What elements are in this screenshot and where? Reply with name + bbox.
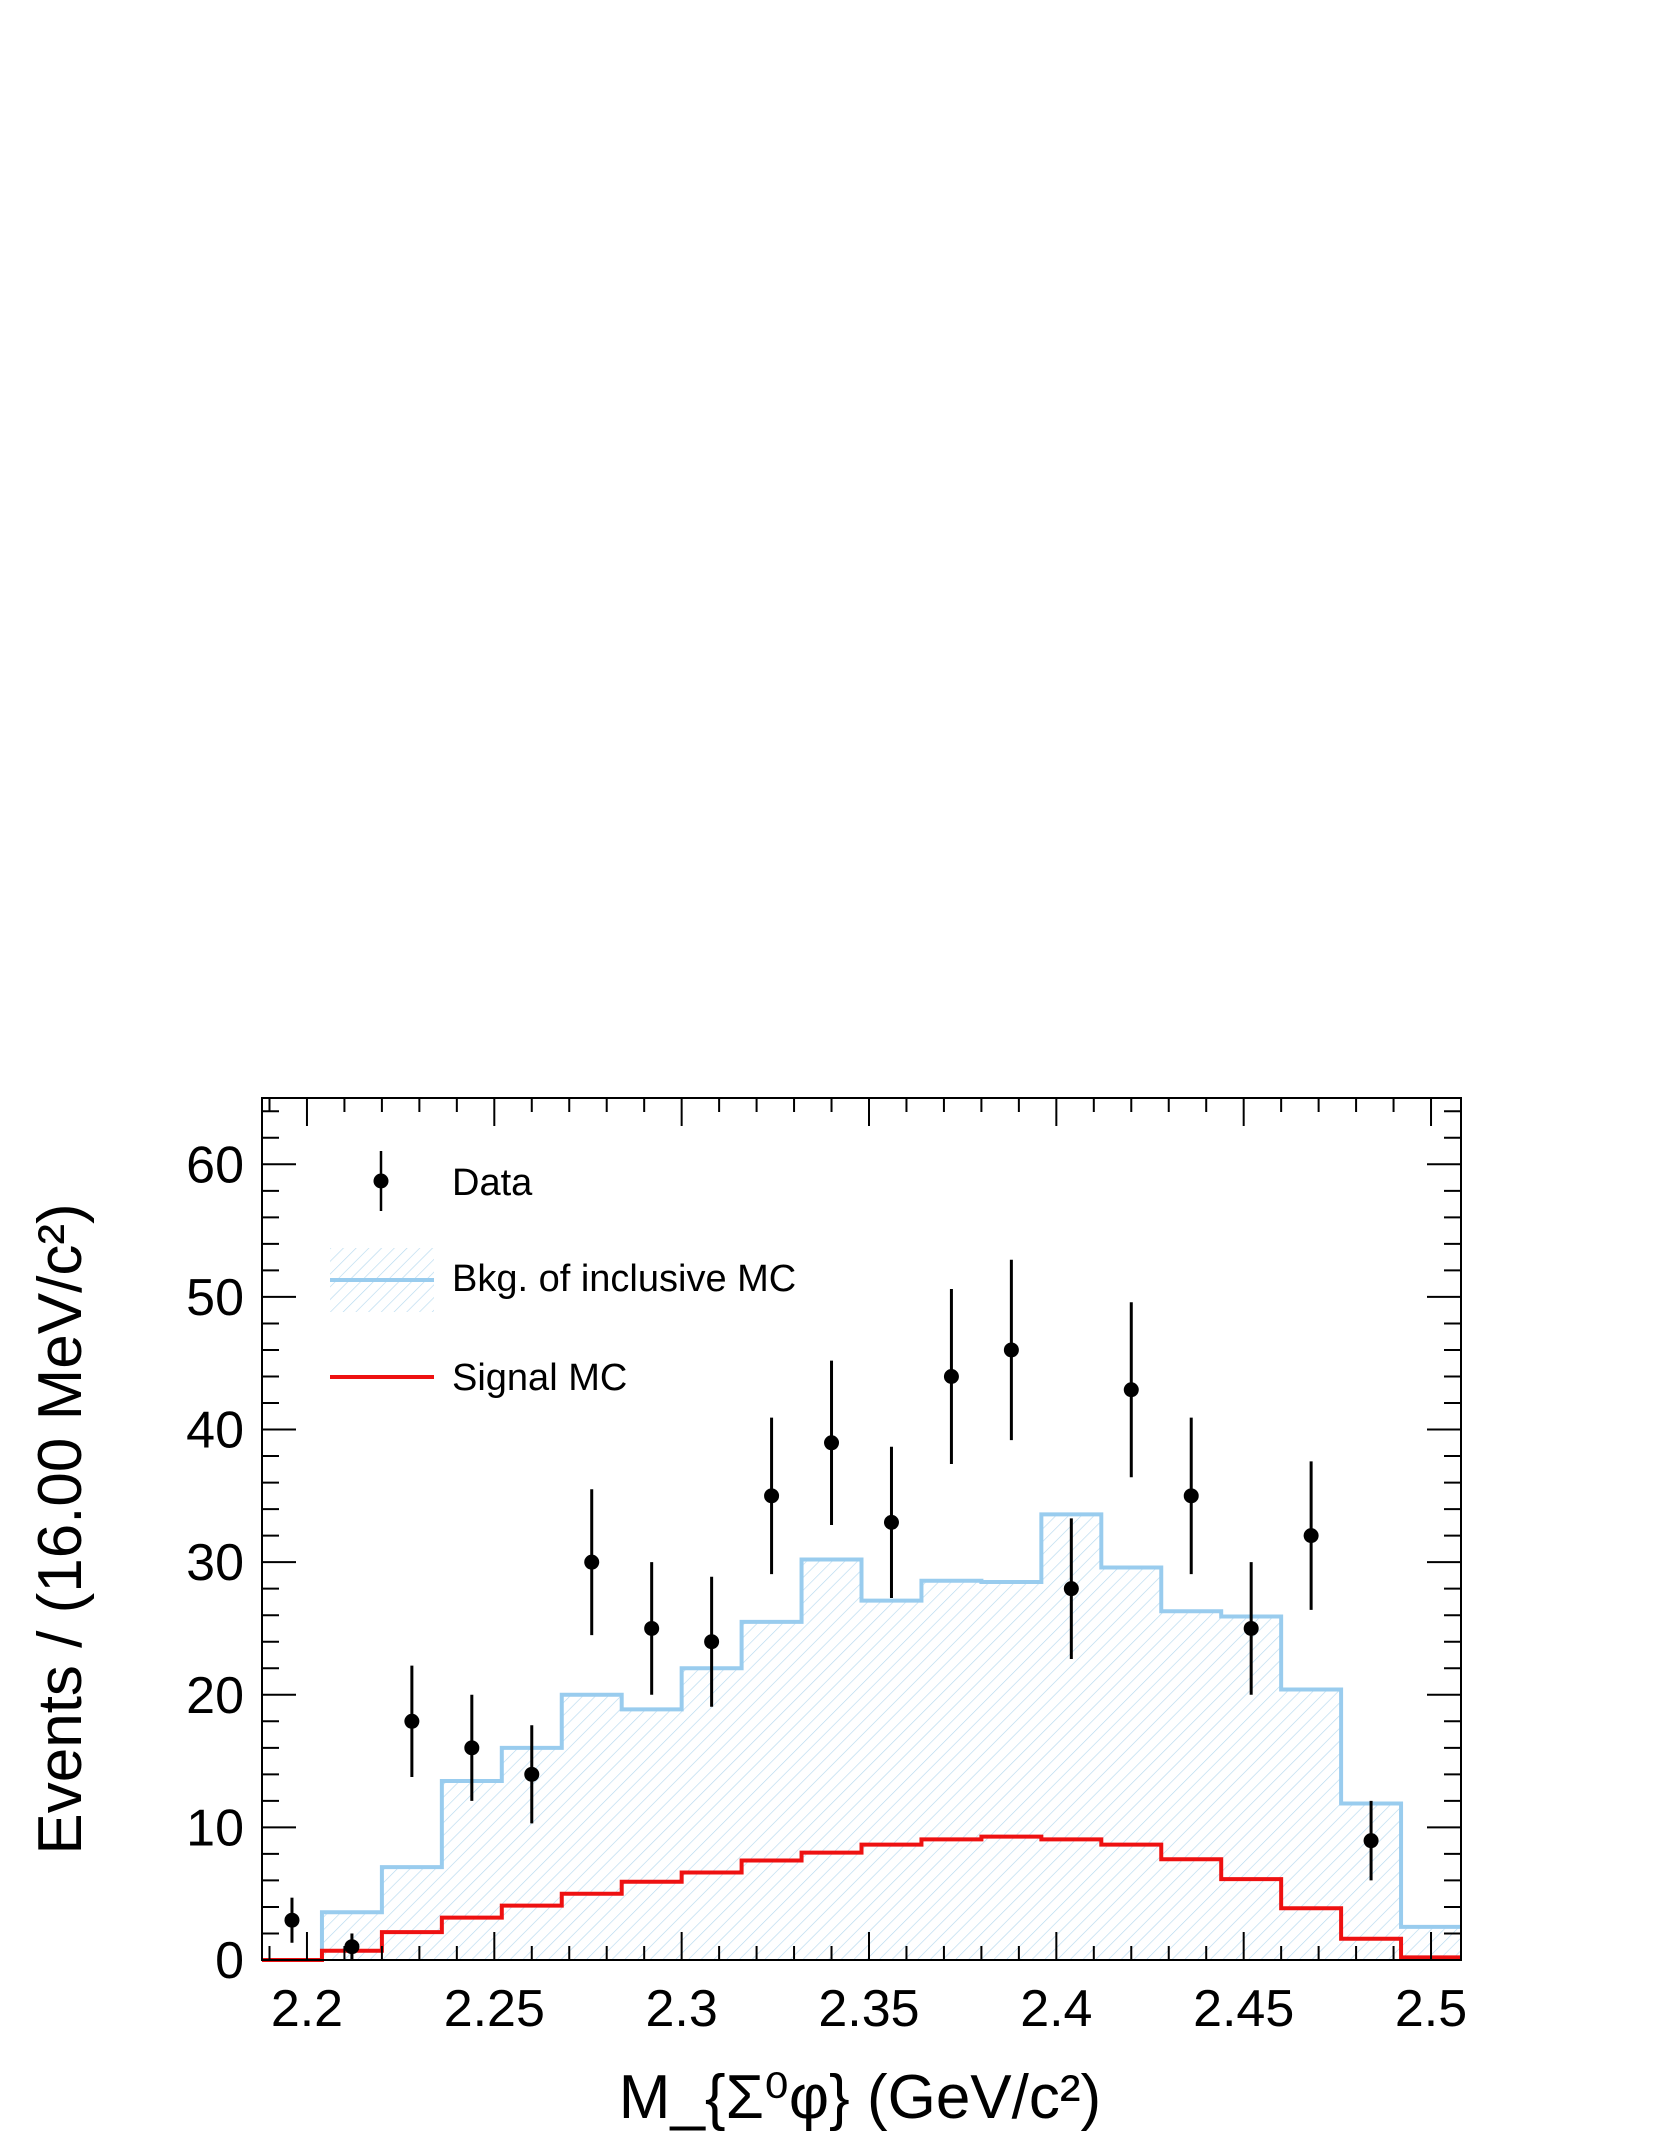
data-marker bbox=[1003, 1342, 1019, 1358]
x-axis-title: M_{Σ⁰φ} (GeV/c²) bbox=[619, 2063, 1101, 2132]
y-axis-title: Events / (16.00 MeV/c²) bbox=[26, 1203, 95, 1854]
data-point bbox=[1183, 1417, 1199, 1575]
data-marker bbox=[584, 1554, 600, 1570]
data-point bbox=[1123, 1302, 1139, 1478]
plot-area bbox=[262, 1259, 1461, 1962]
data-marker bbox=[1363, 1833, 1379, 1849]
data-point bbox=[1243, 1562, 1259, 1695]
legend-entry-bkg: Bkg. of inclusive MC bbox=[330, 1248, 796, 1312]
data-point bbox=[824, 1360, 840, 1526]
y-tick-label: 50 bbox=[186, 1269, 244, 1327]
legend-label-bkg: Bkg. of inclusive MC bbox=[452, 1258, 796, 1300]
axis-tick-labels: 2.2 2.25 2.3 2.35 2.4 2.45 2.5 0 10 20 30 40 50 60 bbox=[186, 1136, 1467, 2038]
data-point bbox=[644, 1562, 660, 1695]
x-tick-label: 2.45 bbox=[1193, 1980, 1294, 2038]
data-point bbox=[1363, 1800, 1379, 1881]
x-tick-label: 2.25 bbox=[444, 1980, 545, 2038]
data-marker bbox=[1123, 1382, 1139, 1398]
data-point bbox=[943, 1288, 959, 1465]
data-point bbox=[1063, 1518, 1079, 1659]
x-tick-label: 2.5 bbox=[1395, 1980, 1467, 2038]
axis-ticks bbox=[262, 1098, 1461, 1961]
y-tick-label: 10 bbox=[186, 1799, 244, 1857]
y-tick-label: 20 bbox=[186, 1667, 244, 1725]
data-marker bbox=[764, 1488, 780, 1504]
data-marker bbox=[464, 1740, 480, 1756]
data-marker bbox=[1243, 1620, 1259, 1636]
data-marker bbox=[704, 1634, 720, 1650]
plot-frame bbox=[261, 1097, 1462, 1961]
data-point bbox=[704, 1576, 720, 1707]
data-point bbox=[344, 1933, 360, 1960]
legend-label-signal: Signal MC bbox=[452, 1357, 627, 1399]
data-marker bbox=[943, 1368, 959, 1384]
data-marker bbox=[824, 1435, 840, 1451]
legend-entry-signal: Signal MC bbox=[330, 1357, 627, 1399]
data-marker bbox=[1183, 1488, 1199, 1504]
legend: Data Bkg. of inclusive MC Signal MC bbox=[330, 1151, 796, 1399]
data-point bbox=[1003, 1259, 1019, 1441]
y-tick-label: 60 bbox=[186, 1136, 244, 1194]
data-marker bbox=[1063, 1581, 1079, 1597]
x-tick-label: 2.35 bbox=[818, 1980, 919, 2038]
data-marker bbox=[644, 1620, 660, 1636]
y-tick-label: 40 bbox=[186, 1402, 244, 1460]
signal-histogram-line bbox=[262, 1834, 1461, 1962]
legend-label-data: Data bbox=[452, 1162, 533, 1204]
data-point bbox=[284, 1897, 300, 1943]
data-point bbox=[524, 1725, 540, 1824]
y-tick-label: 0 bbox=[215, 1932, 244, 1990]
data-marker bbox=[404, 1713, 420, 1729]
data-point bbox=[464, 1694, 480, 1801]
x-tick-label: 2.3 bbox=[646, 1980, 718, 2038]
data-marker bbox=[344, 1939, 360, 1955]
data-point bbox=[764, 1417, 780, 1575]
data-marker bbox=[883, 1514, 899, 1530]
data-point bbox=[1303, 1461, 1319, 1610]
data-marker bbox=[524, 1766, 540, 1782]
data-marker bbox=[284, 1912, 300, 1928]
x-tick-label: 2.2 bbox=[271, 1980, 343, 2038]
x-tick-label: 2.4 bbox=[1020, 1980, 1092, 2038]
data-point bbox=[584, 1489, 600, 1636]
data-marker bbox=[1303, 1528, 1319, 1544]
legend-data-marker bbox=[373, 1173, 389, 1189]
data-point bbox=[404, 1665, 420, 1777]
data-point bbox=[883, 1446, 899, 1598]
y-tick-label: 30 bbox=[186, 1534, 244, 1592]
legend-entry-data: Data bbox=[373, 1151, 533, 1211]
